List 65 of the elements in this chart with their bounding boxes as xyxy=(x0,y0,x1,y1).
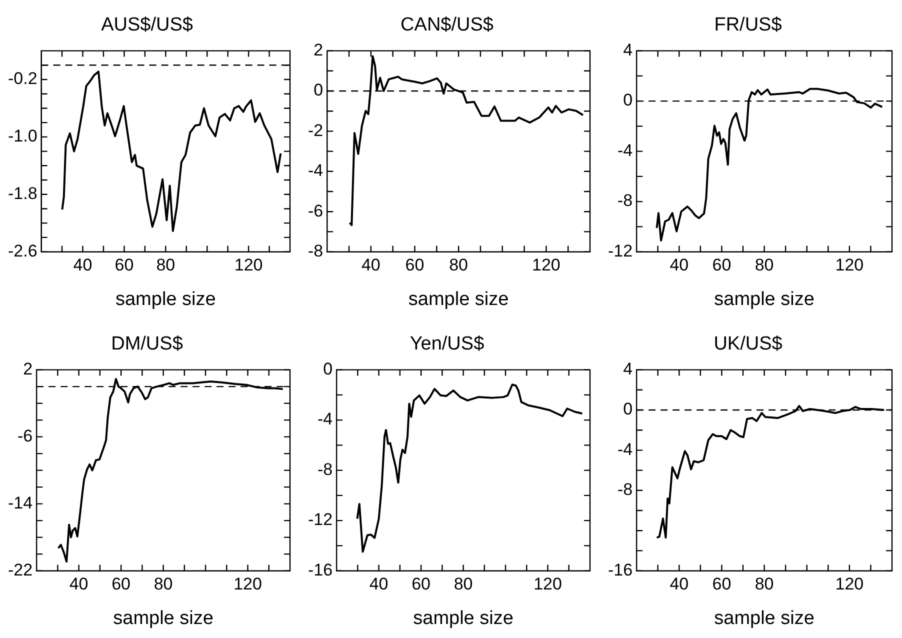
y-tick-label: -6 xyxy=(308,201,324,220)
chart-title: UK/US$ xyxy=(714,334,783,355)
x-tick-label: 60 xyxy=(112,574,131,594)
y-tick-label: -14 xyxy=(8,493,33,512)
x-tick-label: 40 xyxy=(361,256,380,275)
y-tick-label: -1.8 xyxy=(8,184,38,204)
chart-title: AUS$/US$ xyxy=(101,14,194,36)
x-tick-label: 80 xyxy=(754,256,774,275)
y-tick-label: 2 xyxy=(314,40,324,60)
chart-title: DM/US$ xyxy=(111,334,184,355)
y-tick-label: -8 xyxy=(617,191,633,210)
y-tick-label: 4 xyxy=(623,359,633,378)
chart-title: CAN$/US$ xyxy=(400,14,494,36)
x-tick-label: 120 xyxy=(534,574,562,594)
y-tick-label: -8 xyxy=(317,460,333,479)
x-axis-title: sample size xyxy=(714,288,814,310)
x-tick-label: 80 xyxy=(454,574,473,594)
y-tick-label: -4 xyxy=(317,410,333,429)
x-axis-title: sample size xyxy=(115,288,216,310)
x-tick-label: 120 xyxy=(234,256,263,275)
y-tick-label: -16 xyxy=(608,560,633,580)
x-tick-label: 80 xyxy=(449,256,468,275)
y-tick-label: -4 xyxy=(308,161,324,180)
x-tick-label: 60 xyxy=(712,256,732,275)
y-tick-label: -6 xyxy=(17,426,33,446)
x-tick-label: 120 xyxy=(835,256,864,275)
y-tick-label: -1.0 xyxy=(8,126,38,146)
x-axis-title: sample size xyxy=(714,608,814,629)
y-tick-label: 0 xyxy=(314,80,324,100)
x-tick-label: 120 xyxy=(532,256,560,275)
x-tick-label: 60 xyxy=(114,256,134,275)
chart-title: Yen/US$ xyxy=(410,334,485,355)
y-tick-label: 4 xyxy=(623,40,633,60)
x-axis-title: sample size xyxy=(408,288,509,310)
y-tick-label: -4 xyxy=(617,440,633,459)
y-tick-label: -12 xyxy=(308,510,333,530)
y-tick-label: -22 xyxy=(8,560,33,580)
y-tick-label: 0 xyxy=(623,400,633,419)
x-tick-label: 40 xyxy=(670,574,689,594)
y-tick-label: -8 xyxy=(308,241,324,260)
y-tick-label: -2.6 xyxy=(8,241,38,260)
y-tick-label: 0 xyxy=(623,90,633,110)
x-tick-label: 120 xyxy=(234,574,262,594)
y-tick-label: -0.2 xyxy=(8,69,38,88)
y-tick-label: -12 xyxy=(608,241,633,260)
x-tick-label: 40 xyxy=(69,574,88,594)
x-axis-title: sample size xyxy=(413,608,514,629)
x-tick-label: 60 xyxy=(712,574,732,594)
x-tick-label: 40 xyxy=(670,256,689,275)
x-tick-label: 80 xyxy=(154,574,173,594)
y-tick-label: -4 xyxy=(617,140,633,160)
x-axis-title: sample size xyxy=(113,608,214,629)
x-tick-label: 40 xyxy=(73,256,92,275)
x-tick-label: 120 xyxy=(835,574,864,594)
y-tick-label: -2 xyxy=(308,120,324,140)
x-tick-label: 80 xyxy=(156,256,176,275)
x-tick-label: 60 xyxy=(405,256,424,275)
y-tick-label: 2 xyxy=(23,359,33,378)
chart-title: FR/US$ xyxy=(714,14,782,36)
x-tick-label: 60 xyxy=(412,574,431,594)
y-tick-label: 0 xyxy=(323,359,333,378)
y-tick-label: -8 xyxy=(617,480,633,500)
x-tick-label: 40 xyxy=(369,574,388,594)
y-tick-label: -16 xyxy=(308,560,333,580)
x-tick-label: 80 xyxy=(754,574,774,594)
